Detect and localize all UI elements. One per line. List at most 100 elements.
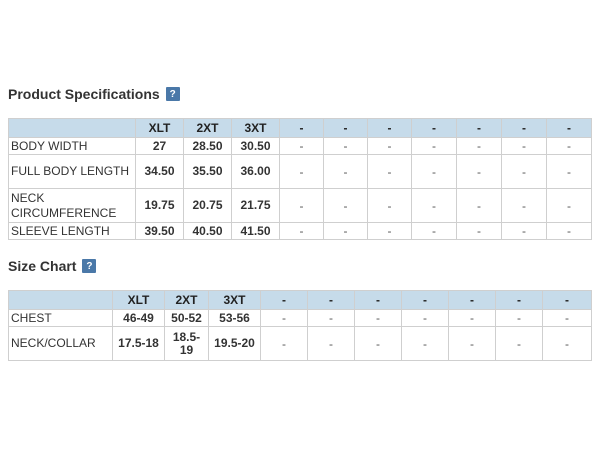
- table-cell: -: [323, 188, 368, 223]
- table-cell: -: [546, 222, 592, 240]
- table-cell: -: [448, 309, 496, 327]
- table-cell: -: [307, 326, 355, 361]
- table-cell: 21.75: [231, 188, 280, 223]
- table-cell: -: [501, 188, 547, 223]
- row-label: CHEST: [8, 309, 113, 327]
- table-row: FULL BODY LENGTH 34.50 35.50 36.00 - - -…: [8, 154, 592, 189]
- column-header: -: [307, 290, 355, 310]
- column-header: -: [323, 118, 368, 138]
- table-cell: 20.75: [183, 188, 232, 223]
- table-cell: 40.50: [183, 222, 232, 240]
- row-label: FULL BODY LENGTH: [8, 154, 136, 189]
- column-header: -: [456, 118, 502, 138]
- table-cell: 30.50: [231, 137, 280, 155]
- table-cell: -: [542, 309, 592, 327]
- table-cell: -: [546, 154, 592, 189]
- table-cell: -: [260, 326, 308, 361]
- table-cell: 35.50: [183, 154, 232, 189]
- column-header: -: [495, 290, 543, 310]
- table-cell: 46-49: [112, 309, 165, 327]
- table-cell: 28.50: [183, 137, 232, 155]
- column-header: -: [448, 290, 496, 310]
- table-cell: -: [448, 326, 496, 361]
- table-cell: -: [401, 326, 449, 361]
- size-chart-table: XLT 2XT 3XT - - - - - - - CHEST 46-49 50…: [8, 290, 592, 361]
- size-chart-heading: Size Chart ?: [8, 258, 97, 274]
- table-cell: 17.5-18: [112, 326, 165, 361]
- table-cell: -: [501, 154, 547, 189]
- table-cell: -: [456, 154, 502, 189]
- table-cell: -: [456, 222, 502, 240]
- table-cell: -: [323, 222, 368, 240]
- table-row: NECK/COLLAR 17.5-18 18.5-19 19.5-20 - - …: [8, 326, 592, 361]
- row-label: BODY WIDTH: [8, 137, 136, 155]
- table-cell: -: [501, 222, 547, 240]
- table-cell: 34.50: [135, 154, 184, 189]
- table-row: BODY WIDTH 27 28.50 30.50 - - - - - - -: [8, 137, 592, 155]
- table-cell: 27: [135, 137, 184, 155]
- table-cell: 18.5-19: [164, 326, 209, 361]
- product-specifications-heading: Product Specifications ?: [8, 86, 180, 102]
- table-row: CHEST 46-49 50-52 53-56 - - - - - - -: [8, 309, 592, 327]
- product-specifications-title: Product Specifications: [8, 86, 160, 102]
- table-row: NECK CIRCUMFERENCE 19.75 20.75 21.75 - -…: [8, 188, 592, 223]
- table-cell: -: [546, 188, 592, 223]
- column-header: [8, 118, 136, 138]
- table-cell: 50-52: [164, 309, 209, 327]
- table-cell: 19.5-20: [208, 326, 261, 361]
- product-specifications-table: XLT 2XT 3XT - - - - - - - BODY WIDTH 27 …: [8, 118, 592, 240]
- table-cell: 53-56: [208, 309, 261, 327]
- table-cell: -: [495, 309, 543, 327]
- table-cell: -: [323, 154, 368, 189]
- table-header-row: XLT 2XT 3XT - - - - - - -: [8, 118, 592, 138]
- table-cell: -: [354, 326, 402, 361]
- table-cell: -: [411, 154, 457, 189]
- row-label: NECK CIRCUMFERENCE: [8, 188, 136, 223]
- column-header: -: [542, 290, 592, 310]
- table-cell: -: [279, 222, 324, 240]
- table-cell: -: [367, 154, 412, 189]
- table-cell: -: [367, 137, 412, 155]
- table-cell: -: [542, 326, 592, 361]
- column-header: 3XT: [208, 290, 261, 310]
- table-cell: -: [323, 137, 368, 155]
- column-header: -: [279, 118, 324, 138]
- table-cell: -: [401, 309, 449, 327]
- table-cell: -: [279, 154, 324, 189]
- table-row: SLEEVE LENGTH 39.50 40.50 41.50 - - - - …: [8, 222, 592, 240]
- table-cell: 41.50: [231, 222, 280, 240]
- column-header: 3XT: [231, 118, 280, 138]
- table-cell: -: [367, 188, 412, 223]
- table-cell: -: [279, 188, 324, 223]
- table-cell: -: [279, 137, 324, 155]
- table-cell: 39.50: [135, 222, 184, 240]
- table-cell: -: [495, 326, 543, 361]
- column-header: 2XT: [183, 118, 232, 138]
- table-cell: -: [411, 188, 457, 223]
- help-icon[interactable]: ?: [82, 259, 97, 273]
- column-header: -: [411, 118, 457, 138]
- row-label: SLEEVE LENGTH: [8, 222, 136, 240]
- table-header-row: XLT 2XT 3XT - - - - - - -: [8, 290, 592, 310]
- table-cell: -: [260, 309, 308, 327]
- column-header: -: [401, 290, 449, 310]
- table-cell: -: [307, 309, 355, 327]
- column-header: [8, 290, 113, 310]
- table-cell: -: [354, 309, 402, 327]
- table-cell: 36.00: [231, 154, 280, 189]
- table-cell: -: [546, 137, 592, 155]
- table-cell: -: [367, 222, 412, 240]
- table-cell: -: [411, 137, 457, 155]
- column-header: -: [546, 118, 592, 138]
- table-cell: 19.75: [135, 188, 184, 223]
- column-header: -: [367, 118, 412, 138]
- column-header: XLT: [112, 290, 165, 310]
- column-header: XLT: [135, 118, 184, 138]
- table-cell: -: [456, 137, 502, 155]
- help-icon[interactable]: ?: [165, 87, 180, 101]
- table-cell: -: [411, 222, 457, 240]
- table-cell: -: [501, 137, 547, 155]
- size-chart-title: Size Chart: [8, 258, 77, 274]
- row-label: NECK/COLLAR: [8, 326, 113, 361]
